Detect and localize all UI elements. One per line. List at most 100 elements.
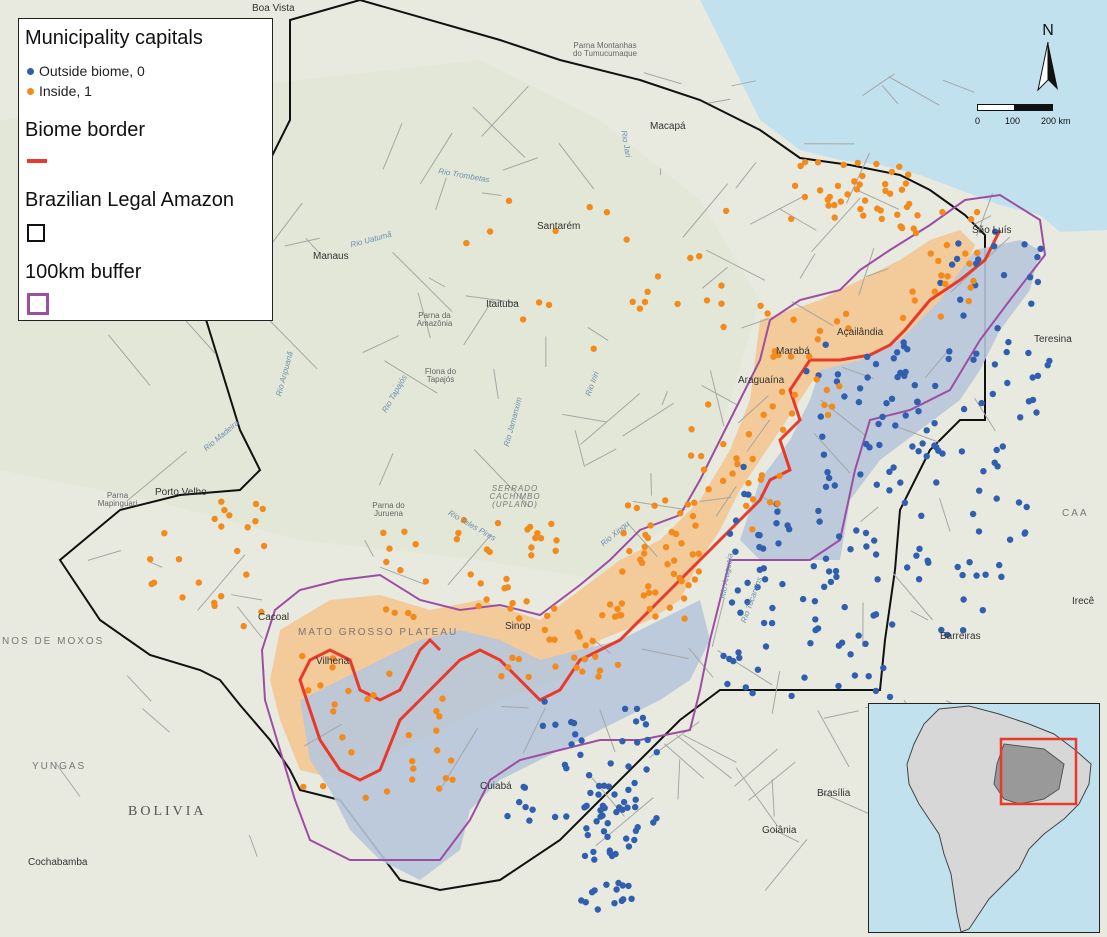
outside-capital-dot <box>825 474 833 482</box>
municipality-boundary-segment <box>562 413 608 423</box>
outside-capital-dot <box>516 798 523 806</box>
outside-capital-dot <box>993 446 1000 454</box>
inside-capital-dot <box>515 615 523 622</box>
city-label-brasilia: Brasília <box>817 788 851 799</box>
outside-capital-dot <box>862 529 870 537</box>
outside-capital-dot <box>749 689 756 697</box>
inside-capital-dot <box>718 282 725 289</box>
municipality-boundary-segment <box>107 334 151 386</box>
municipality-boundary-segment <box>817 710 850 768</box>
inside-capital-dot <box>551 605 558 612</box>
inside-capital-dot <box>844 191 851 198</box>
outside-capital-dot <box>955 240 962 247</box>
municipality-boundary-segment <box>622 402 674 437</box>
inside-capital-dot <box>646 605 653 613</box>
inside-capital-dot <box>195 579 202 586</box>
inside-capital-dot <box>912 229 920 237</box>
municipality-boundary-segment <box>731 80 756 87</box>
inside-capital-dot <box>878 215 885 223</box>
inside-capital-dot <box>364 695 371 703</box>
inside-capital-dot <box>791 391 798 399</box>
inside-capital-dot <box>760 411 767 418</box>
inside-biome-capitals <box>147 158 981 801</box>
outside-capital-dot <box>973 350 980 357</box>
municipality-boundary-segment <box>682 183 729 238</box>
buffer-swatch-icon <box>27 293 49 315</box>
inside-capital-dot <box>218 523 225 530</box>
outside-capital-dot <box>821 583 828 590</box>
outside-capital-dot <box>864 353 871 360</box>
municipality-boundary-segment <box>820 399 865 436</box>
outside-capital-dot <box>623 835 630 842</box>
inside-capital-dot <box>433 708 440 715</box>
outside-capital-dot <box>604 833 611 840</box>
outside-capital-dot <box>607 760 614 767</box>
inside-capital-dot <box>749 455 756 463</box>
inside-capital-dot <box>689 512 697 520</box>
outside-capital-dot <box>825 568 833 575</box>
outside-capital-dot <box>593 818 600 825</box>
inside-capital-dot <box>680 595 688 602</box>
inside-capital-dot <box>814 159 822 166</box>
outside-capital-dot <box>847 651 854 658</box>
outside-capital-dot <box>959 627 967 634</box>
scale-segment-black <box>1015 104 1053 111</box>
outside-capital-dot <box>742 684 749 691</box>
inside-capital-dot <box>576 633 583 640</box>
inside-capital-dot <box>647 522 654 529</box>
outside-capital-dot <box>862 640 869 647</box>
inside-capital-dot <box>681 615 688 622</box>
municipality-boundary-segment <box>54 761 81 797</box>
outside-capital-dot <box>975 528 983 535</box>
inside-capital-dot <box>339 734 346 741</box>
inside-capital-dot <box>790 316 797 323</box>
outside-capital-dot <box>563 765 570 772</box>
outside-capital-dot <box>935 447 942 454</box>
inside-capital-dot <box>902 180 910 187</box>
inside-capital-dot <box>483 596 490 603</box>
outside-capital-dot <box>817 413 824 420</box>
region-label-mato-grosso: MATO GROSSO PLATEAU <box>298 627 459 638</box>
legal-amazon-border <box>58 0 986 892</box>
outside-capital-dot <box>613 808 620 816</box>
outside-capital-dot <box>1005 338 1012 346</box>
outside-capital-dot <box>871 537 878 544</box>
inside-capital-dot <box>545 301 553 309</box>
outside-capital-dot <box>890 355 897 362</box>
outside-capital-dot <box>1003 348 1010 356</box>
inside-capital-dot <box>505 197 513 204</box>
inside-capital-dot <box>620 530 627 537</box>
legend-buffer-title: 100km buffer <box>25 261 142 283</box>
outside-capital-dot <box>863 440 870 448</box>
inside-capital-dot <box>532 534 539 542</box>
inside-capital-dot <box>787 353 795 360</box>
outside-capital-dot <box>883 400 890 407</box>
legend-outside-label: Outside biome, 0 <box>39 63 145 79</box>
outside-capital-dot <box>728 599 736 606</box>
outside-capital-dot <box>932 382 939 390</box>
inside-capital-dot <box>722 207 730 215</box>
inside-capital-dot <box>589 637 596 645</box>
municipality-boundary-segment <box>641 648 689 660</box>
municipality-boundary-segment <box>888 76 940 106</box>
outside-capital-dot <box>1006 536 1014 543</box>
inside-capital-dot <box>666 604 673 611</box>
outside-capital-dot <box>568 741 575 748</box>
inside-capital-dot <box>260 542 268 550</box>
region-label-serrado: SERRADO CACHIMBO (UPLAND) <box>489 484 541 509</box>
inside-capital-dot <box>840 161 847 168</box>
inside-capital-dot <box>644 288 651 295</box>
inside-capital-dot <box>813 376 820 383</box>
inside-capital-dot <box>252 518 259 525</box>
municipality-boundary-segment <box>734 748 778 787</box>
outside-capital-dot <box>811 598 819 605</box>
inside-capital-dot <box>944 273 951 280</box>
outside-capital-dot <box>913 552 920 559</box>
outside-capital-dot <box>1025 398 1033 405</box>
outside-capital-dot <box>969 510 977 518</box>
outside-capital-dot <box>816 518 823 525</box>
outside-capital-dot <box>924 557 931 564</box>
municipality-boundary-segment <box>587 327 609 341</box>
inside-capital-dot <box>861 197 869 204</box>
inside-capital-dot <box>614 661 622 669</box>
